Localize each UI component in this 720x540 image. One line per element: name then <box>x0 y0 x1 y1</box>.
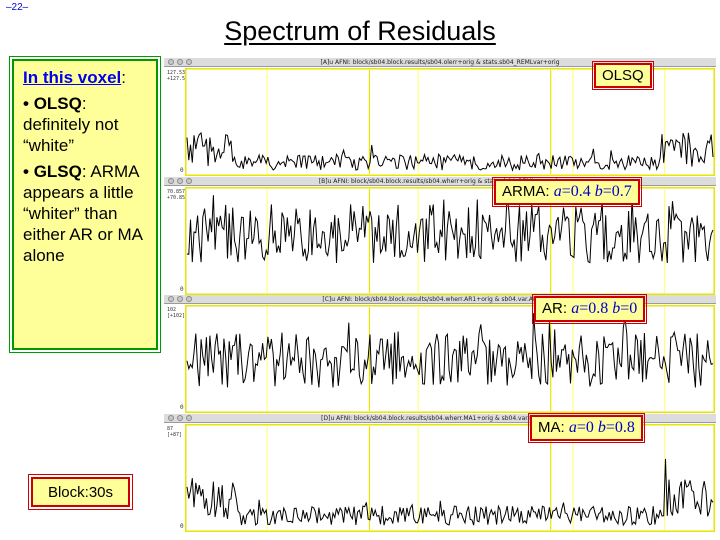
bullet-mark: • <box>23 94 34 113</box>
y-scale-sublabel: +70.8574 <box>167 195 192 201</box>
model-tag-b-label: b <box>597 419 606 436</box>
model-tag-b-value: =0.8 <box>605 419 635 436</box>
window-titlebar[interactable]: [A]u AFNI: block/sb04.block.results/sb04… <box>164 58 716 67</box>
window-minimize-button[interactable] <box>177 415 183 421</box>
slide-number: –22– <box>6 2 29 13</box>
spectrum-trace <box>186 195 714 264</box>
spectrum-panel: [C]u AFNI: block/sb04.block.results/sb04… <box>164 294 716 415</box>
model-tag-a-label: a <box>571 300 580 317</box>
window-minimize-button[interactable] <box>177 59 183 65</box>
model-tag: AR: a=0.8 b=0 <box>531 294 648 324</box>
window-title: [A]u AFNI: block/sb04.block.results/sb04… <box>320 59 560 66</box>
y-scale-sublabel: +127.53 <box>167 76 189 82</box>
spectrum-panel: [B]u AFNI: block/sb04.block.results/sb04… <box>164 177 716 297</box>
y-zero-label: 0 <box>180 167 184 174</box>
window-close-button[interactable] <box>168 296 174 302</box>
model-tag-lead: AR: <box>542 300 572 317</box>
window-title: [C]u AFNI: block/sb04.block.results/sb04… <box>322 296 558 303</box>
y-scale-sublabel: [+87] <box>167 432 183 438</box>
window-titlebar[interactable]: [C]u AFNI: block/sb04.block.results/sb04… <box>164 295 716 304</box>
window-minimize-button[interactable] <box>177 178 183 184</box>
bullet-term: OLSQ <box>33 94 82 113</box>
spectrum-panel: [A]u AFNI: block/sb04.block.results/sb04… <box>164 58 716 178</box>
bullet-text: : ARMA appears a little “whiter” than ei… <box>23 162 143 265</box>
model-tag-a-label: a <box>553 183 562 200</box>
notes-bullet-olsq: • OLSQ: definitely not “white” <box>23 93 150 156</box>
block-label: Block:30s <box>28 474 133 510</box>
window-close-button[interactable] <box>168 178 174 184</box>
window-zoom-button[interactable] <box>186 59 192 65</box>
notes-heading: In this voxel <box>23 68 122 87</box>
model-tag-b-label: b <box>594 183 603 200</box>
window-title: [B]u AFNI: block/sb04.block.results/sb04… <box>318 178 562 185</box>
y-zero-label: 0 <box>180 404 184 411</box>
notes-box: In this voxel: • OLSQ: definitely not “w… <box>9 56 161 353</box>
bullet-term: GLSQ <box>33 162 82 181</box>
y-scale-label: 87 <box>167 426 174 432</box>
model-tag-a-value: =0.4 <box>561 183 595 200</box>
slide-title: Spectrum of Residuals <box>224 16 496 46</box>
model-tag-a-value: =0 <box>576 419 598 436</box>
y-scale-sublabel: [+102] <box>167 313 186 319</box>
notes-heading-line: In this voxel: <box>23 67 150 88</box>
model-tag-lead: MA: <box>538 419 569 436</box>
bullet-mark: • <box>23 162 34 181</box>
spectrum-plot <box>185 305 715 413</box>
window-zoom-button[interactable] <box>186 178 192 184</box>
window-zoom-button[interactable] <box>186 415 192 421</box>
model-tag-b-label: b <box>612 300 621 317</box>
model-tag-b-value: =0.7 <box>602 183 632 200</box>
model-tag-lead: ARMA: <box>502 183 554 200</box>
model-tag-a-label: a <box>568 419 577 436</box>
y-zero-label: 0 <box>180 286 184 293</box>
spectrum-trace <box>186 131 714 172</box>
spectrum-panel: [D]u AFNI: block/sb04.block.results/sb04… <box>164 413 716 534</box>
model-tag: ARMA: a=0.4 b=0.7 <box>492 177 642 207</box>
window-close-button[interactable] <box>168 415 174 421</box>
window-minimize-button[interactable] <box>177 296 183 302</box>
window-zoom-button[interactable] <box>186 296 192 302</box>
y-scale-label: 70.8574 <box>167 189 189 195</box>
model-tag-a-value: =0.8 <box>579 300 613 317</box>
window-close-button[interactable] <box>168 59 174 65</box>
model-tag: OLSQ <box>592 61 654 90</box>
spectrum-plot <box>185 187 715 295</box>
window-titlebar[interactable]: [D]u AFNI: block/sb04.block.results/sb04… <box>164 414 716 423</box>
model-tag-b-value: =0 <box>620 300 638 317</box>
spectrum-plot <box>185 424 715 532</box>
y-scale-label: 127.53 <box>167 70 186 76</box>
window-title: [D]u AFNI: block/sb04.block.results/sb04… <box>321 415 559 422</box>
y-zero-label: 0 <box>180 523 184 530</box>
bullet-text: : definitely not “white” <box>23 94 119 155</box>
notes-bullet-glsq: • GLSQ: ARMA appears a little “whiter” t… <box>23 161 150 266</box>
model-tag: MA: a=0 b=0.8 <box>528 413 645 443</box>
model-tag-lead: OLSQ <box>602 67 644 84</box>
y-scale-label: 102 <box>167 307 177 313</box>
spectrum-trace <box>186 458 714 527</box>
window-titlebar[interactable]: [B]u AFNI: block/sb04.block.results/sb04… <box>164 177 716 186</box>
notes-heading-suffix: : <box>121 68 126 87</box>
